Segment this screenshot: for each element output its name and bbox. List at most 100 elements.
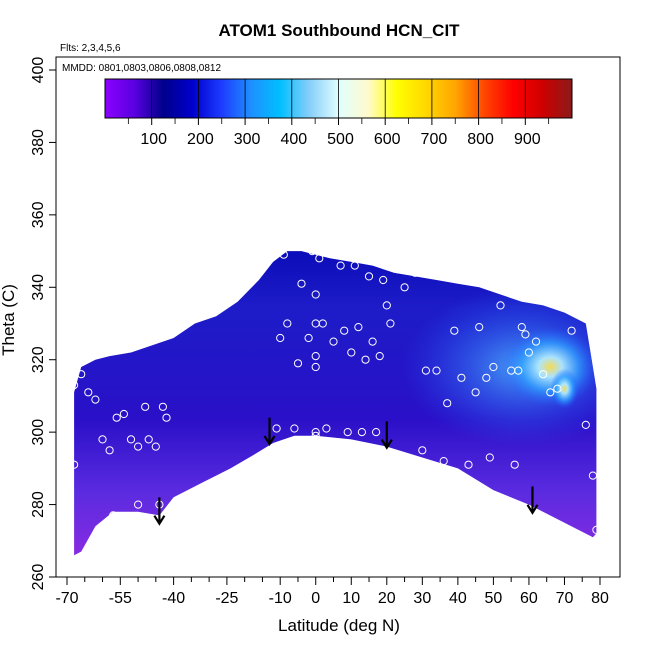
observation-point <box>91 395 100 404</box>
observation-point <box>450 326 459 335</box>
observation-point <box>375 352 384 361</box>
arrow-head <box>380 439 393 450</box>
flight-arrow <box>526 486 539 515</box>
x-axis-label: Latitude (deg N) <box>278 616 400 635</box>
flight-arrow <box>153 497 166 526</box>
observation-point <box>340 326 349 335</box>
observation-points <box>70 247 601 535</box>
observation-point <box>315 254 324 263</box>
observation-point <box>151 442 160 451</box>
observation-point <box>329 337 338 346</box>
arrow-head <box>263 435 276 447</box>
x-tick-label: -25 <box>215 590 238 607</box>
field-hotspot-core <box>550 368 579 409</box>
observation-point <box>581 420 590 429</box>
observation-point <box>439 457 448 466</box>
x-tick-label: 30 <box>413 590 431 607</box>
observation-point <box>411 268 420 277</box>
observation-point <box>382 301 391 310</box>
colorbar-tick-label: 600 <box>374 131 401 148</box>
observation-point <box>134 442 143 451</box>
observation-point <box>489 362 498 372</box>
observation-point <box>70 381 79 390</box>
observation-point <box>347 348 356 357</box>
colorbar-tick-label: 300 <box>234 131 261 148</box>
flights-note: Flts: 2,3,4,5,6 <box>60 43 121 54</box>
observation-point <box>524 348 534 357</box>
flight-arrow <box>263 417 276 447</box>
colorbar-tick-label: 400 <box>280 131 307 148</box>
observation-point <box>84 388 93 397</box>
observation-point <box>567 326 576 335</box>
colorbar-tick-label: 500 <box>327 131 354 148</box>
arrow-head <box>526 504 539 515</box>
observation-point <box>336 261 345 270</box>
observation-point <box>539 370 548 379</box>
observation-point <box>400 283 409 292</box>
arrow-head <box>153 515 166 526</box>
colorbar-tick-label: 900 <box>514 131 541 148</box>
colorbar-tick-label: 700 <box>421 131 448 148</box>
observation-point <box>279 250 288 259</box>
observation-point <box>464 460 473 469</box>
observation-point <box>283 319 292 328</box>
colorbar-ticks: 100 200 300 400 500 600 700 800 900 <box>104 79 573 148</box>
observation-point <box>290 424 299 433</box>
y-axis-label: Theta (C) <box>0 284 18 356</box>
observation-point <box>521 330 530 339</box>
y-tick-label: 320 <box>30 346 47 373</box>
hcn-field <box>70 247 601 556</box>
observation-point <box>311 428 320 437</box>
observation-point <box>357 428 366 437</box>
observation-point <box>119 409 129 419</box>
observation-point <box>343 428 352 437</box>
observation-point <box>311 352 320 361</box>
flight-arrows <box>153 417 539 526</box>
observation-point <box>308 247 317 256</box>
observation-point <box>592 525 601 535</box>
x-tick-label: 50 <box>485 590 503 607</box>
observation-point <box>514 366 523 375</box>
observation-point <box>311 431 320 440</box>
observation-point <box>105 446 114 455</box>
y-tick-label: 400 <box>30 57 47 84</box>
x-tick-label: -70 <box>55 590 78 607</box>
observation-point <box>368 337 377 346</box>
y-axis: 260 280 300 320 340 360 380 400 <box>30 57 57 590</box>
x-tick-label: 80 <box>591 590 609 607</box>
observation-point <box>432 366 441 375</box>
x-tick-label: 40 <box>449 590 467 607</box>
observation-point <box>158 402 167 411</box>
observation-point <box>517 323 526 332</box>
x-tick-label: 0 <box>311 590 320 607</box>
observation-point <box>386 319 395 328</box>
y-tick-label: 360 <box>30 201 47 228</box>
colorbar: 100 200 300 400 500 600 700 800 900 <box>104 78 573 148</box>
colorbar-tick-label: 200 <box>187 131 214 148</box>
x-tick-label: -10 <box>269 590 292 607</box>
dates-note: MMDD: 0801,0803,0806,0808,0812 <box>62 63 221 74</box>
observation-point <box>418 446 427 455</box>
observation-point <box>293 359 303 368</box>
x-tick-label: 20 <box>378 590 396 607</box>
observation-point <box>98 435 107 444</box>
observation-point <box>126 435 136 444</box>
y-tick-label: 300 <box>30 419 47 446</box>
observation-point <box>457 373 466 382</box>
observation-point <box>304 333 313 343</box>
observation-point <box>112 413 121 422</box>
observation-point <box>496 301 505 310</box>
observation-point <box>109 511 118 520</box>
observation-point <box>322 424 331 433</box>
x-tick-label: 70 <box>556 590 574 607</box>
observation-point <box>141 402 150 411</box>
observation-point <box>510 460 519 469</box>
observation-point <box>393 265 402 274</box>
observation-point <box>475 323 484 332</box>
observation-point <box>372 428 381 437</box>
observation-point <box>162 413 171 422</box>
observation-point <box>272 424 281 433</box>
y-tick-label: 340 <box>30 274 47 301</box>
x-tick-label: -55 <box>109 590 132 607</box>
